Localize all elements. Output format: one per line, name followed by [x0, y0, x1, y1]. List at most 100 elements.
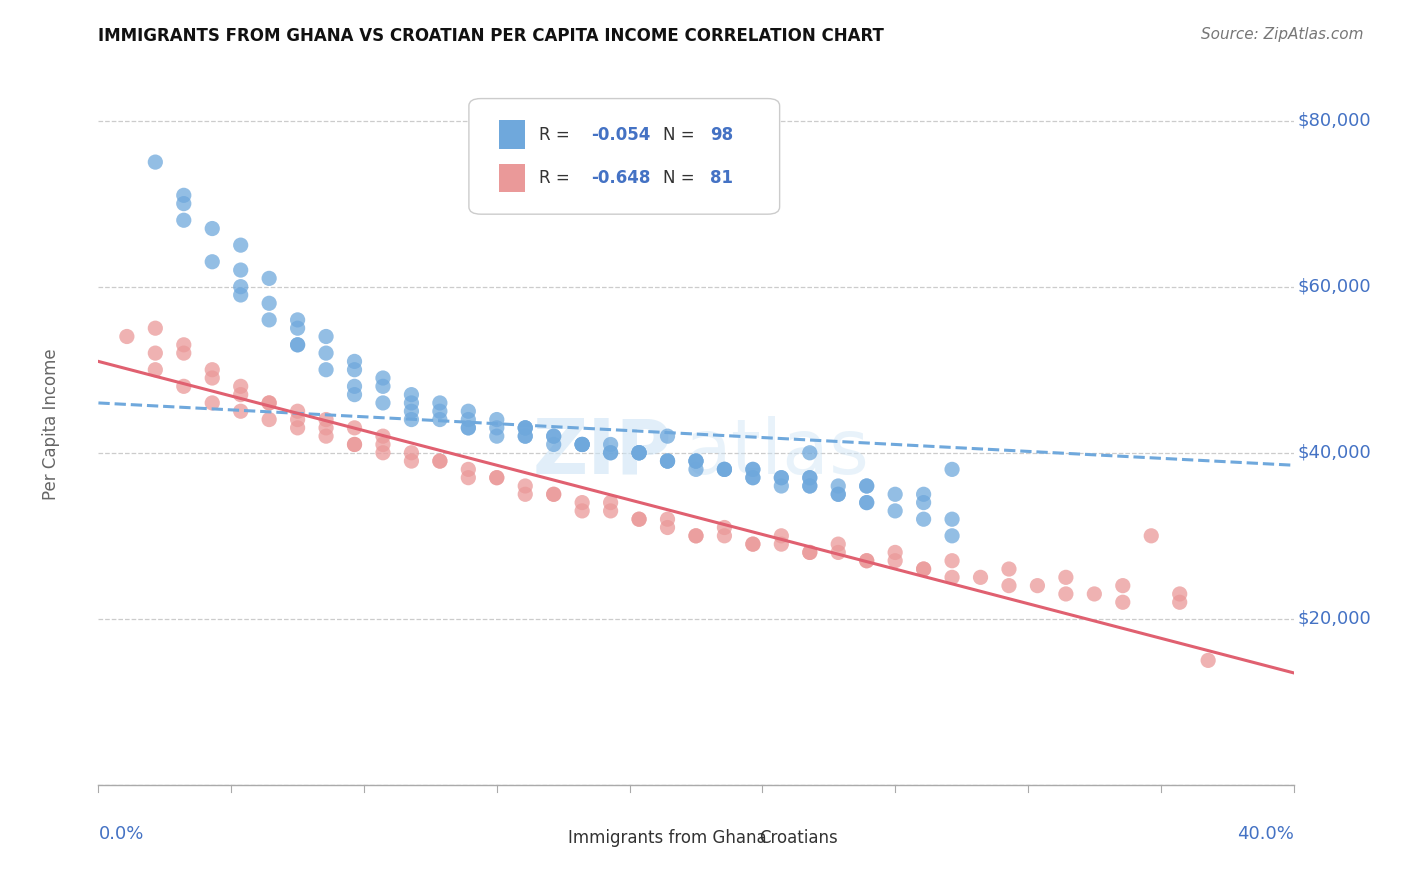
Point: [257, 313, 280, 327]
Point: [201, 221, 224, 235]
Point: [855, 479, 877, 493]
Point: [287, 321, 309, 335]
Point: [571, 437, 593, 451]
Text: -0.054: -0.054: [591, 126, 650, 144]
Point: [941, 554, 963, 568]
Point: [229, 238, 252, 252]
Point: [799, 471, 821, 485]
Point: [315, 421, 337, 435]
Point: [713, 520, 735, 534]
Text: R =: R =: [540, 169, 575, 187]
Point: [1083, 587, 1105, 601]
Point: [287, 421, 309, 435]
Point: [1112, 595, 1135, 609]
Point: [599, 446, 621, 460]
Point: [855, 479, 877, 493]
Point: [1026, 579, 1049, 593]
Point: [685, 529, 707, 543]
Point: [855, 495, 877, 509]
Text: 81: 81: [710, 169, 734, 187]
Point: [485, 421, 508, 435]
Point: [741, 471, 763, 485]
Point: [855, 495, 877, 509]
Point: [571, 437, 593, 451]
Point: [599, 495, 621, 509]
Point: [429, 404, 451, 418]
Point: [855, 554, 877, 568]
Point: [969, 570, 991, 584]
Point: [628, 446, 651, 460]
Point: [741, 462, 763, 476]
Point: [429, 396, 451, 410]
Point: [401, 387, 423, 401]
Text: 0.0%: 0.0%: [98, 825, 143, 843]
Text: Croatians: Croatians: [759, 830, 838, 847]
Point: [287, 338, 309, 352]
Point: [543, 487, 565, 501]
Point: [657, 454, 679, 468]
Point: [713, 462, 735, 476]
Point: [457, 412, 479, 426]
Point: [315, 429, 337, 443]
Point: [143, 362, 166, 376]
Point: [343, 387, 366, 401]
Point: [173, 188, 195, 202]
Bar: [499, 120, 524, 149]
Point: [485, 471, 508, 485]
Point: [401, 404, 423, 418]
Point: [998, 579, 1021, 593]
Point: [1140, 529, 1163, 543]
Point: [827, 487, 849, 501]
Point: [599, 446, 621, 460]
Point: [827, 479, 849, 493]
Text: Source: ZipAtlas.com: Source: ZipAtlas.com: [1201, 27, 1364, 42]
Point: [229, 279, 252, 293]
Point: [401, 446, 423, 460]
Point: [543, 429, 565, 443]
Point: [941, 462, 963, 476]
Point: [941, 529, 963, 543]
Point: [229, 404, 252, 418]
Point: [571, 437, 593, 451]
Point: [741, 537, 763, 551]
Point: [343, 354, 366, 368]
Point: [257, 396, 280, 410]
Point: [628, 446, 651, 460]
Point: [485, 471, 508, 485]
Point: [713, 462, 735, 476]
Point: [173, 346, 195, 360]
Point: [657, 512, 679, 526]
Point: [571, 437, 593, 451]
Point: [173, 338, 195, 352]
Point: [515, 487, 537, 501]
Text: $40,000: $40,000: [1298, 443, 1371, 462]
Point: [770, 471, 793, 485]
Point: [315, 329, 337, 343]
Point: [884, 487, 907, 501]
Point: [827, 487, 849, 501]
Point: [401, 454, 423, 468]
Text: Immigrants from Ghana: Immigrants from Ghana: [568, 830, 766, 847]
Text: N =: N =: [662, 169, 699, 187]
Point: [115, 329, 138, 343]
Point: [201, 254, 224, 268]
Text: IMMIGRANTS FROM GHANA VS CROATIAN PER CAPITA INCOME CORRELATION CHART: IMMIGRANTS FROM GHANA VS CROATIAN PER CA…: [98, 27, 884, 45]
Text: $60,000: $60,000: [1298, 277, 1371, 295]
Text: $20,000: $20,000: [1298, 610, 1371, 628]
Point: [371, 446, 394, 460]
Point: [287, 412, 309, 426]
Point: [543, 429, 565, 443]
Point: [657, 454, 679, 468]
Point: [401, 412, 423, 426]
Point: [912, 562, 935, 576]
Point: [799, 479, 821, 493]
Point: [741, 471, 763, 485]
Point: [685, 462, 707, 476]
Point: [912, 487, 935, 501]
Text: 40.0%: 40.0%: [1237, 825, 1294, 843]
Point: [685, 454, 707, 468]
Point: [515, 479, 537, 493]
Point: [173, 213, 195, 227]
Point: [229, 263, 252, 277]
Point: [315, 362, 337, 376]
